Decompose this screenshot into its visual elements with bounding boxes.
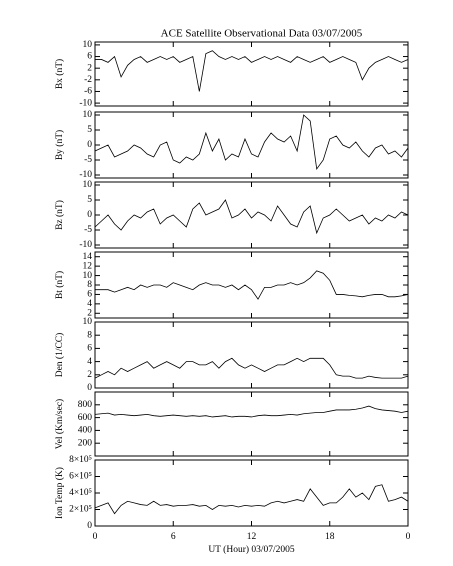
data-line xyxy=(94,405,409,418)
data-line xyxy=(94,484,409,515)
y-tick-label: -10 xyxy=(79,98,92,108)
panel-frame xyxy=(94,391,409,457)
y-tick-label: 4 xyxy=(87,299,92,309)
y-axis-label: Bt (nT) xyxy=(54,271,65,299)
y-tick-label: 2 xyxy=(87,370,92,380)
y-tick-label: 10 xyxy=(83,180,93,190)
panel-frame xyxy=(94,459,409,527)
y-tick-label: -10 xyxy=(79,170,92,180)
y-tick-label: -2 xyxy=(84,75,92,85)
y-tick-label: 12 xyxy=(83,261,93,271)
y-tick-label: 0 xyxy=(87,521,92,531)
y-tick-label: 0 xyxy=(87,140,92,150)
data-line xyxy=(95,50,409,92)
y-tick-label: 5 xyxy=(87,195,92,205)
x-tick-label: 0 xyxy=(93,532,98,542)
y-tick-label: 6 xyxy=(87,52,92,62)
y-tick-label: -5 xyxy=(84,155,92,165)
y-tick-label: 400 xyxy=(78,426,93,436)
x-tick-label: 0 xyxy=(406,532,411,542)
y-tick-label: 800 xyxy=(78,400,93,410)
y-tick-label: -6 xyxy=(84,87,92,97)
y-tick-label: 10 xyxy=(83,40,93,50)
y-tick-label: 14 xyxy=(83,252,93,262)
y-tick-label: 5 xyxy=(87,125,92,135)
data-line xyxy=(95,270,409,300)
x-tick-label: 12 xyxy=(247,532,257,542)
y-tick-label: 8×10⁵ xyxy=(69,455,92,465)
y-tick-label: 0 xyxy=(87,383,92,393)
y-tick-label: 10 xyxy=(83,317,93,327)
panel-frame xyxy=(94,41,409,107)
y-tick-label: 0 xyxy=(87,210,92,220)
y-tick-label: 4 xyxy=(87,357,92,367)
y-tick-label: 2×10⁵ xyxy=(69,505,92,515)
y-axis-label: Bx (nT) xyxy=(54,59,65,89)
data-line xyxy=(94,199,409,235)
y-axis-label: By (nT) xyxy=(54,130,65,160)
data-line xyxy=(94,357,409,379)
y-tick-label: 200 xyxy=(78,438,93,448)
panel-frame xyxy=(94,181,409,249)
x-axis-label: UT (Hour) 03/07/2005 xyxy=(208,544,295,555)
y-tick-label: 2 xyxy=(87,308,92,318)
panel-frame xyxy=(94,251,409,319)
y-axis-label: Bz (nT) xyxy=(54,200,65,230)
y-tick-label: 6 xyxy=(87,290,92,300)
y-tick-label: 4×10⁵ xyxy=(69,488,92,498)
panel-frame xyxy=(94,111,409,179)
y-tick-label: 2 xyxy=(87,63,92,73)
y-tick-label: 6×10⁵ xyxy=(69,472,92,482)
y-tick-label: -5 xyxy=(84,225,92,235)
y-tick-label: 8 xyxy=(87,330,92,340)
y-axis-label: Vel (Km/sec) xyxy=(54,399,65,449)
x-tick-label: 6 xyxy=(171,532,176,542)
data-line xyxy=(94,114,409,171)
chart-title: ACE Satellite Observational Data 03/07/2… xyxy=(161,28,363,40)
y-axis-label: Ion Temp (K) xyxy=(54,467,65,519)
x-tick-label: 18 xyxy=(325,532,335,542)
y-axis-label: Den (1/CC) xyxy=(54,333,65,378)
y-tick-label: 10 xyxy=(83,110,93,120)
y-tick-label: -10 xyxy=(79,240,92,250)
y-tick-label: 8 xyxy=(87,280,92,290)
y-tick-label: 6 xyxy=(87,344,92,354)
y-tick-label: 10 xyxy=(83,271,93,281)
y-tick-label: 600 xyxy=(78,413,93,423)
